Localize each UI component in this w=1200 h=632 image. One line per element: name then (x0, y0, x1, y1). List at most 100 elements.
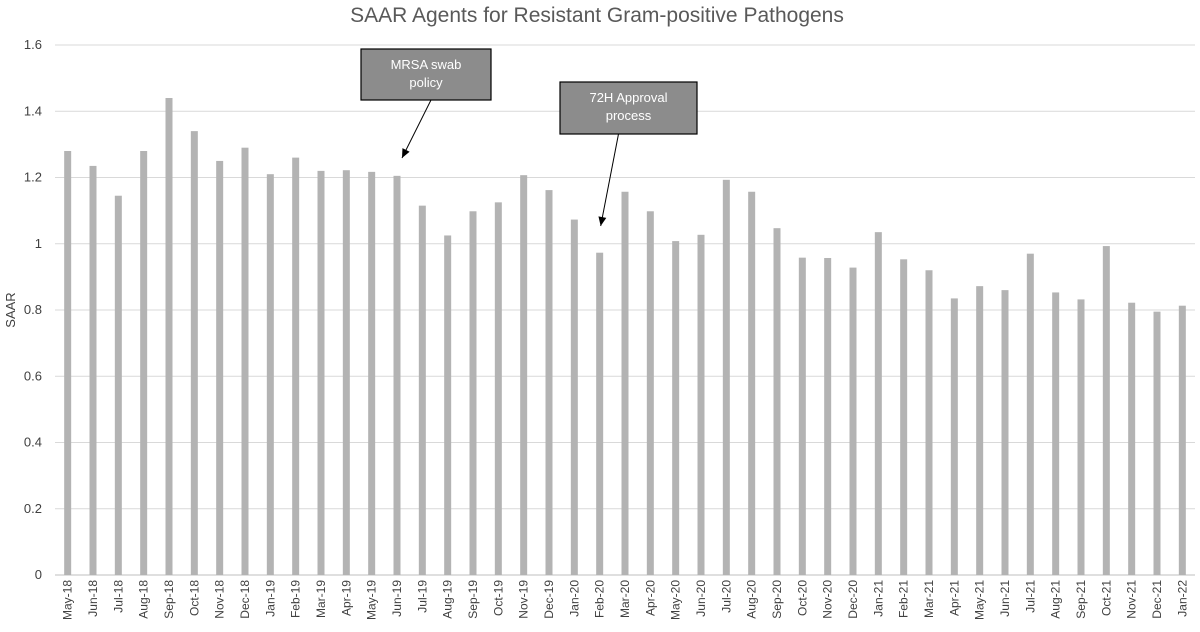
callout-arrow (600, 133, 619, 227)
y-axis-ticks: 0 0.2 0.4 0.6 0.8 1 1.2 1.4 1.6 (24, 37, 42, 582)
x-tick-label: Aug-21 (1049, 580, 1063, 619)
x-tick-label: Nov-19 (517, 580, 531, 619)
x-tick-label: Sep-20 (770, 580, 784, 619)
x-tick-label: Mar-21 (922, 580, 936, 618)
bar (976, 286, 984, 575)
bar (317, 170, 325, 575)
bar (621, 191, 629, 575)
x-tick-label: Jul-18 (111, 580, 125, 613)
bar (140, 151, 148, 575)
bar (1128, 302, 1136, 575)
callout-arrow (401, 99, 432, 159)
x-tick-label: Jun-20 (694, 580, 708, 617)
bar (773, 228, 781, 575)
y-tick-label: 0.8 (24, 302, 42, 317)
x-tick-label: Jun-21 (998, 580, 1012, 617)
y-tick-label: 0.4 (24, 435, 42, 450)
bar (64, 151, 72, 575)
x-tick-label: May-21 (973, 580, 987, 620)
bar (1077, 299, 1085, 575)
bar (1026, 253, 1034, 575)
bar (824, 257, 832, 575)
x-tick-label: Sep-19 (466, 580, 480, 619)
bar (520, 175, 528, 575)
bar (748, 191, 756, 575)
x-tick-label: Aug-20 (745, 580, 759, 619)
bar (950, 298, 958, 575)
x-tick-label: Apr-19 (339, 580, 353, 616)
x-tick-label: Oct-19 (491, 580, 505, 616)
bar (418, 205, 426, 575)
bar (596, 252, 604, 575)
bar (722, 179, 730, 575)
x-tick-label: Dec-20 (846, 580, 860, 619)
x-tick-label: Jan-21 (871, 580, 885, 617)
x-tick-label: Apr-21 (947, 580, 961, 616)
bar (849, 267, 857, 575)
y-axis-label: SAAR (3, 292, 18, 327)
bar (672, 241, 680, 575)
x-tick-label: Dec-21 (1150, 580, 1164, 619)
arrow-head (598, 216, 607, 226)
bar (114, 195, 122, 575)
x-tick-label: Nov-21 (1125, 580, 1139, 619)
bar (1052, 292, 1060, 575)
x-tick-label: Sep-21 (1074, 580, 1088, 619)
x-tick-label: Oct-21 (1099, 580, 1113, 616)
x-tick-label: May-19 (365, 580, 379, 620)
x-tick-label: Mar-20 (618, 580, 632, 618)
bar (874, 232, 882, 575)
y-tick-label: 1.6 (24, 37, 42, 52)
annotation-callout: 72H Approval process (559, 81, 698, 227)
bar (216, 160, 224, 575)
y-tick-label: 1 (35, 236, 42, 251)
x-tick-label: Jul-20 (719, 580, 733, 613)
x-tick-label: Jul-19 (415, 580, 429, 613)
y-tick-label: 0 (35, 567, 42, 582)
bar (900, 259, 908, 575)
annotation-callout: MRSA swab policy (360, 48, 492, 159)
chart-title: SAAR Agents for Resistant Gram-positive … (350, 4, 844, 27)
bar (1001, 290, 1009, 575)
bar (89, 165, 97, 575)
bar (190, 131, 198, 575)
x-tick-label: May-20 (669, 580, 683, 620)
x-tick-label: Jan-22 (1175, 580, 1189, 617)
callout-text: process (606, 108, 652, 123)
callout-box (360, 48, 492, 101)
x-tick-label: May-18 (61, 580, 75, 620)
x-tick-label: Aug-19 (441, 580, 455, 619)
bar (368, 171, 376, 575)
annotations: MRSA swab policy 72H Approval process (360, 48, 698, 227)
bar (570, 219, 578, 575)
bar (1178, 305, 1186, 575)
bar (1102, 246, 1110, 575)
x-tick-label: Mar-19 (314, 580, 328, 618)
x-tick-label: Apr-20 (643, 580, 657, 616)
bar (798, 257, 806, 575)
bar (469, 211, 477, 575)
y-tick-label: 1.4 (24, 103, 42, 118)
x-tick-label: Dec-19 (542, 580, 556, 619)
callout-text: MRSA swab (391, 57, 462, 72)
callout-box (559, 81, 698, 135)
x-axis-ticks: May-18 Jun-18 Jul-18 Aug-18 Sep-18 Oct-18 Nov-… (61, 580, 1190, 620)
bar (292, 157, 300, 575)
bar (494, 202, 502, 575)
y-tick-label: 0.2 (24, 501, 42, 516)
bar (165, 98, 173, 575)
x-tick-label: Nov-18 (213, 580, 227, 619)
arrow-head (402, 148, 410, 158)
bar (393, 175, 401, 575)
callout-text: policy (409, 75, 443, 90)
bar (925, 270, 933, 575)
x-tick-label: Aug-18 (137, 580, 151, 619)
x-tick-label: Jun-18 (86, 580, 100, 617)
x-tick-label: Feb-21 (897, 580, 911, 618)
x-tick-label: Feb-19 (289, 580, 303, 618)
bar (241, 147, 249, 575)
bar (646, 211, 654, 575)
callout-text: 72H Approval (589, 90, 667, 105)
x-tick-label: Jan-19 (263, 580, 277, 617)
